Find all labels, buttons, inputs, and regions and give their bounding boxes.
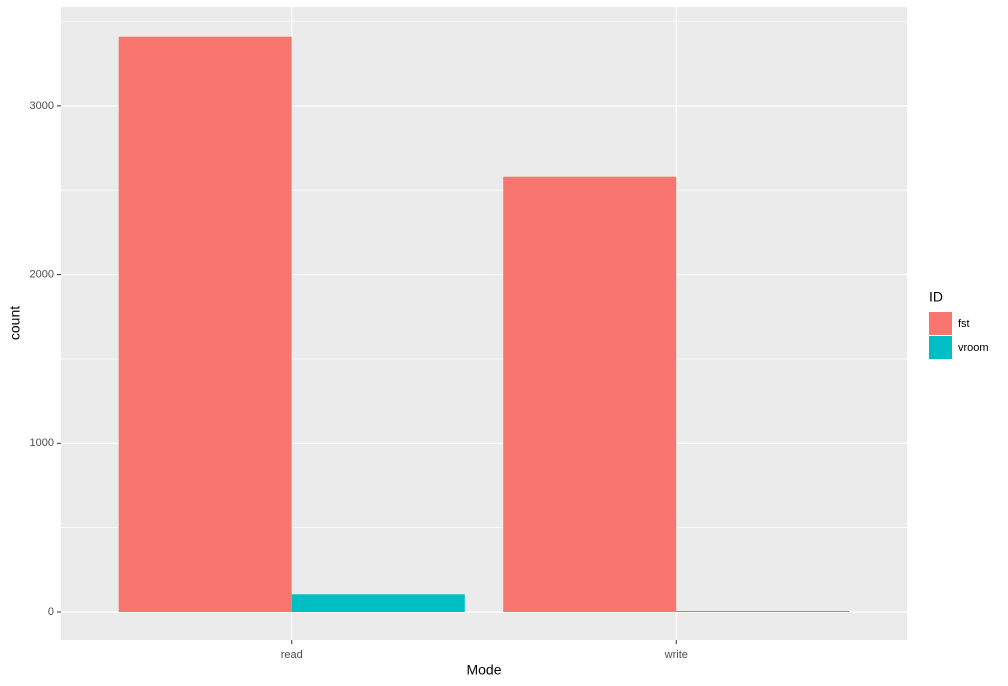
legend-title: ID xyxy=(929,289,943,305)
bar xyxy=(503,176,677,612)
y-tick-label: 3000 xyxy=(30,100,54,112)
bar xyxy=(118,36,292,612)
legend-key xyxy=(929,312,952,335)
y-axis-title: count xyxy=(7,306,23,340)
y-tick-label: 0 xyxy=(48,606,54,618)
x-axis-title: Mode xyxy=(466,662,501,678)
bar xyxy=(676,611,850,612)
legend-label: vroom xyxy=(958,342,989,354)
y-tick-label: 2000 xyxy=(30,268,54,280)
x-tick-label: read xyxy=(281,649,303,661)
legend-key xyxy=(929,336,952,359)
y-tick-label: 1000 xyxy=(30,437,54,449)
x-tick-label: write xyxy=(664,649,688,661)
bar xyxy=(291,594,465,612)
legend-label: fst xyxy=(958,318,970,330)
